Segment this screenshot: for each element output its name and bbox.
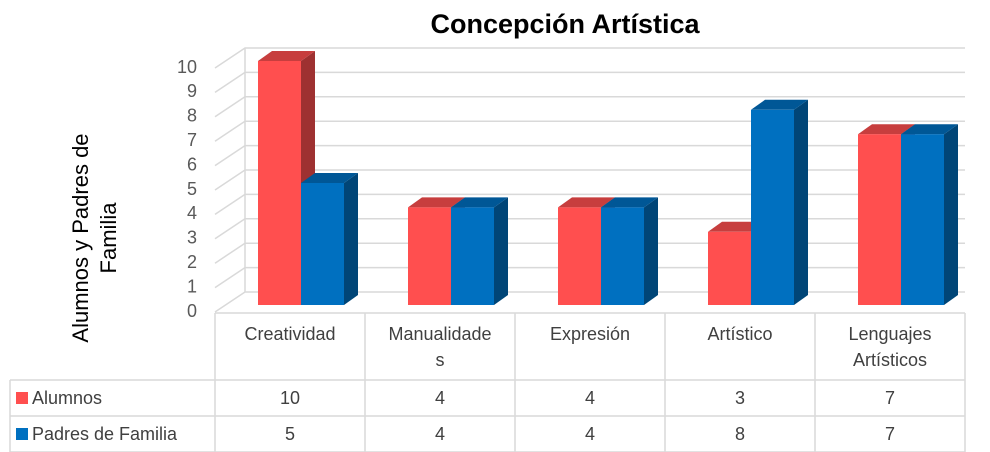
table-value: 7 xyxy=(884,424,895,444)
x-tick-label: Expresión xyxy=(549,324,631,344)
bar-top xyxy=(408,197,465,208)
table-value: 7 xyxy=(884,388,895,408)
x-tick-label: Artístico xyxy=(707,324,773,344)
y-tick-label: 10 xyxy=(177,57,197,77)
legend-label: Alumnos xyxy=(32,388,103,408)
bar-top xyxy=(751,99,808,110)
y-axis-label: Alumnos y Padres de Familia xyxy=(68,133,121,343)
table-value: 4 xyxy=(434,424,445,444)
grid-line xyxy=(214,47,965,69)
bar xyxy=(601,207,644,305)
y-tick-label: 0 xyxy=(187,301,197,321)
grid-line xyxy=(214,71,965,94)
y-tick-label: 3 xyxy=(187,228,197,248)
bar-top xyxy=(901,124,958,135)
y-tick-label: 2 xyxy=(187,252,197,272)
x-tick-label: Manualidades xyxy=(388,324,492,370)
bar-side xyxy=(494,197,508,305)
bar xyxy=(858,134,901,305)
table-value: 10 xyxy=(279,388,301,408)
chart-title: Concepción Artística xyxy=(430,9,700,39)
table-value: 4 xyxy=(434,388,445,408)
table-value: 4 xyxy=(584,388,595,408)
table-value: 8 xyxy=(734,424,745,444)
bar xyxy=(558,207,601,305)
bar-top xyxy=(601,197,658,208)
table-value: 3 xyxy=(734,388,745,408)
table-value: 5 xyxy=(284,424,295,444)
table-value: 4 xyxy=(584,424,595,444)
y-tick-label: 9 xyxy=(187,81,197,101)
grid-line xyxy=(214,96,965,118)
x-tick-label: Creatividad xyxy=(244,324,336,344)
grid-line xyxy=(214,144,965,167)
bar-top xyxy=(558,197,615,208)
bar-top xyxy=(858,124,915,135)
legend-swatch xyxy=(16,392,28,404)
bar xyxy=(301,183,344,305)
bar xyxy=(708,231,751,305)
grid-line xyxy=(214,120,965,142)
bar-top xyxy=(451,197,508,208)
bar xyxy=(751,109,794,305)
bar xyxy=(258,61,301,305)
bar-side xyxy=(344,173,358,305)
y-tick-label: 8 xyxy=(187,106,197,126)
bar-side xyxy=(944,124,958,305)
bar-top xyxy=(708,221,765,232)
bar-top xyxy=(301,173,358,183)
bar xyxy=(451,207,494,305)
legend-swatch xyxy=(16,428,28,440)
bar-side xyxy=(644,197,658,305)
bar-side xyxy=(794,99,808,305)
bar xyxy=(901,134,944,305)
y-tick-label: 5 xyxy=(187,179,197,199)
y-tick-label: 1 xyxy=(187,276,197,296)
legend-label: Padres de Familia xyxy=(32,424,178,444)
bar-top xyxy=(258,51,315,61)
x-tick-label: Lenguajes Artísticos xyxy=(848,324,932,370)
y-tick-label: 7 xyxy=(187,130,197,150)
y-tick-label: 6 xyxy=(187,154,197,174)
y-tick-label: 4 xyxy=(187,203,197,223)
bar xyxy=(408,207,451,305)
